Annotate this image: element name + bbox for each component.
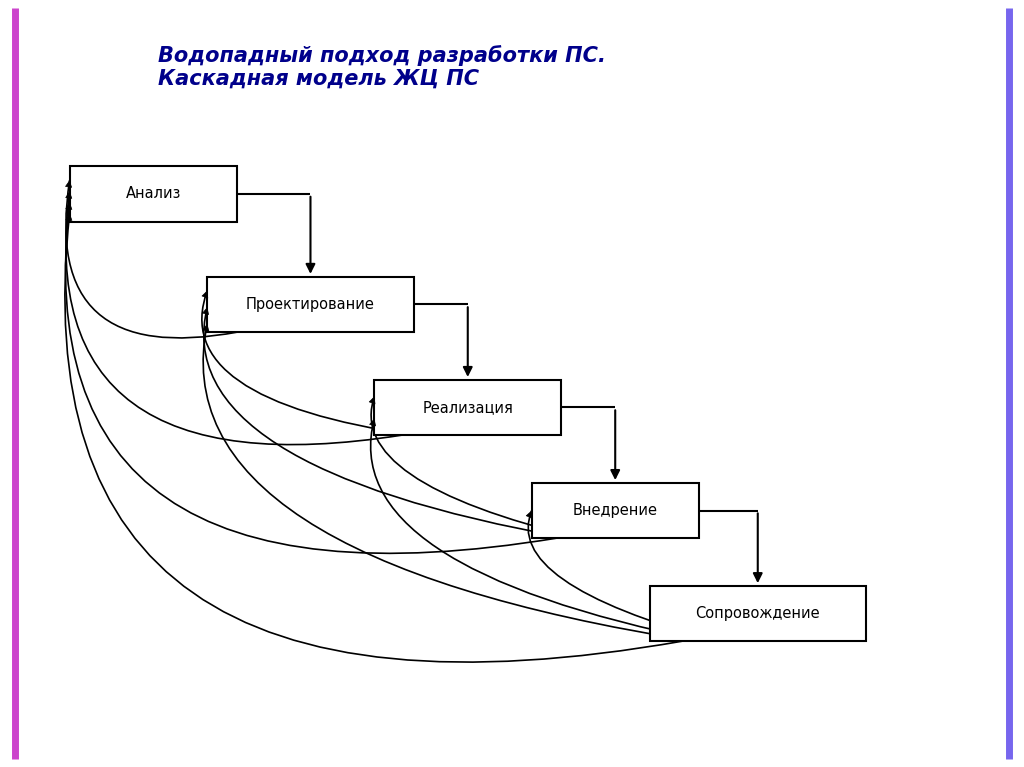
FancyBboxPatch shape xyxy=(649,586,866,641)
FancyBboxPatch shape xyxy=(70,166,237,222)
FancyBboxPatch shape xyxy=(375,380,561,435)
Text: Реализация: Реализация xyxy=(422,400,513,415)
Text: Проектирование: Проектирование xyxy=(246,297,375,312)
FancyBboxPatch shape xyxy=(207,277,414,332)
Text: Анализ: Анализ xyxy=(126,186,181,202)
Text: Внедрение: Внедрение xyxy=(572,503,657,518)
Text: Водопадный подход разработки ПС.
Каскадная модель ЖЦ ПС: Водопадный подход разработки ПС. Каскадн… xyxy=(158,44,606,89)
Text: Сопровождение: Сопровождение xyxy=(695,606,820,621)
FancyBboxPatch shape xyxy=(531,483,698,538)
